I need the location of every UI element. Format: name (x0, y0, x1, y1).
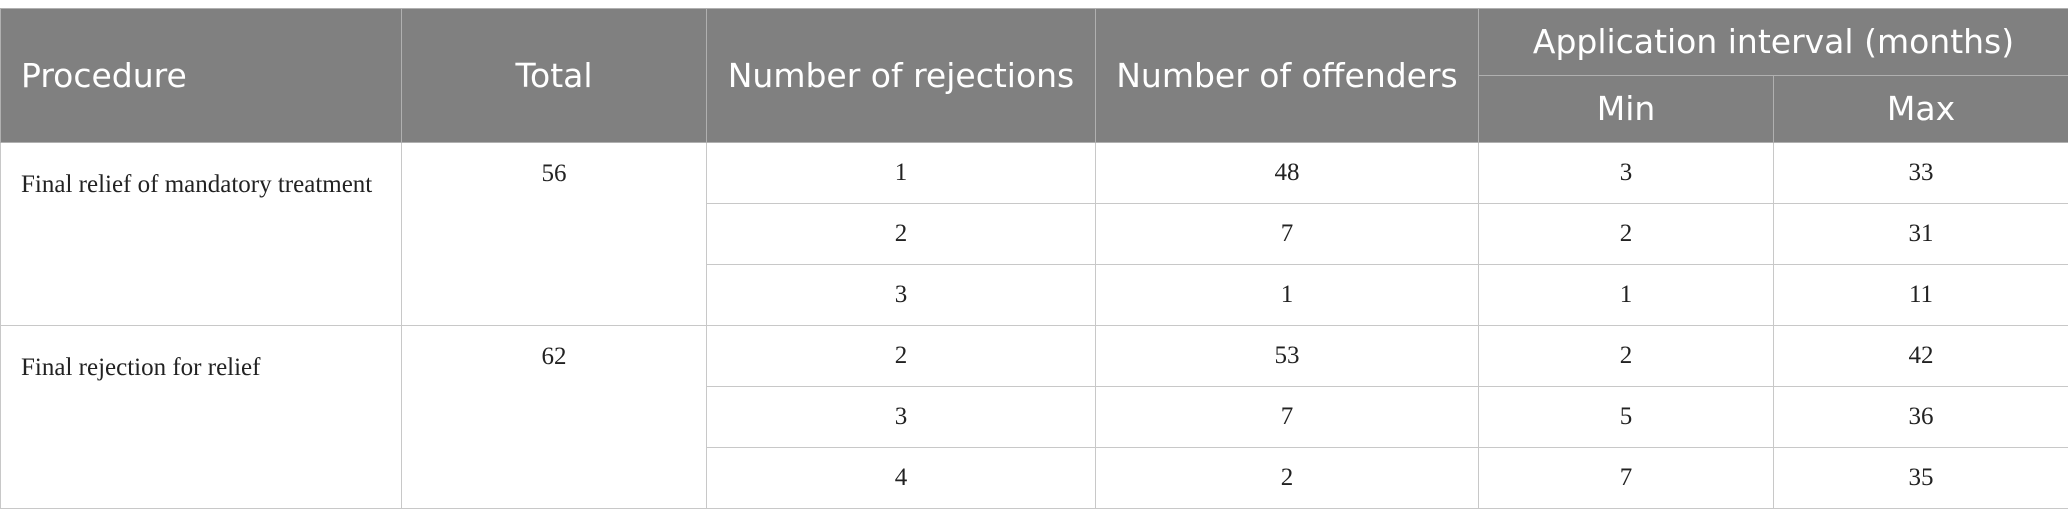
table-row: Final rejection for relief 62 2 53 2 42 (0, 325, 2068, 509)
max-cell: 11 (1772, 264, 2068, 326)
header-max: Max (1772, 75, 2068, 143)
rejections-cell: 2 (706, 325, 1096, 387)
total-cell: 62 (401, 325, 707, 509)
table-row: Final relief of mandatory treatment 56 1… (0, 142, 2068, 326)
rejections-cell: 2 (706, 203, 1096, 265)
header-application-interval: Application interval (months) (1477, 8, 2068, 76)
table-row: 4 2 7 35 (1, 447, 2068, 509)
header-number-of-offenders: Number of offenders (1095, 8, 1479, 143)
table-row: 3 7 5 36 (1, 386, 2068, 448)
rejections-cell: 3 (706, 264, 1096, 326)
min-cell: 2 (1478, 325, 1774, 387)
max-cell: 33 (1772, 142, 2068, 204)
offenders-cell: 7 (1095, 203, 1479, 265)
data-table-container: Procedure Total Number of rejections Num… (0, 8, 2068, 509)
procedure-cell: Final rejection for relief (0, 325, 402, 509)
procedure-cell: Final relief of mandatory treatment (0, 142, 402, 326)
table-header: Procedure Total Number of rejections Num… (0, 8, 2068, 143)
header-min: Min (1478, 75, 1774, 143)
header-total: Total (401, 8, 707, 143)
offenders-cell: 2 (1095, 447, 1479, 509)
max-cell: 42 (1772, 325, 2068, 387)
total-cell: 56 (401, 142, 707, 326)
header-number-of-rejections: Number of rejections (706, 8, 1096, 143)
min-cell: 2 (1478, 203, 1774, 265)
min-cell: 5 (1478, 386, 1774, 448)
rejections-cell: 3 (706, 386, 1096, 448)
max-cell: 36 (1772, 386, 2068, 448)
rejections-cell: 1 (706, 142, 1096, 204)
offenders-cell: 48 (1095, 142, 1479, 204)
min-cell: 1 (1478, 264, 1774, 326)
table-row: 2 7 2 31 (1, 203, 2068, 265)
offenders-cell: 7 (1095, 386, 1479, 448)
max-cell: 35 (1772, 447, 2068, 509)
min-cell: 7 (1478, 447, 1774, 509)
rejections-table: Procedure Total Number of rejections Num… (0, 8, 2068, 509)
offenders-cell: 53 (1095, 325, 1479, 387)
min-cell: 3 (1478, 142, 1774, 204)
max-cell: 31 (1772, 203, 2068, 265)
header-procedure: Procedure (0, 8, 402, 143)
offenders-cell: 1 (1095, 264, 1479, 326)
table-row: 3 1 1 11 (1, 264, 2068, 326)
table-body: Final relief of mandatory treatment 56 1… (0, 142, 2068, 509)
rejections-cell: 4 (706, 447, 1096, 509)
